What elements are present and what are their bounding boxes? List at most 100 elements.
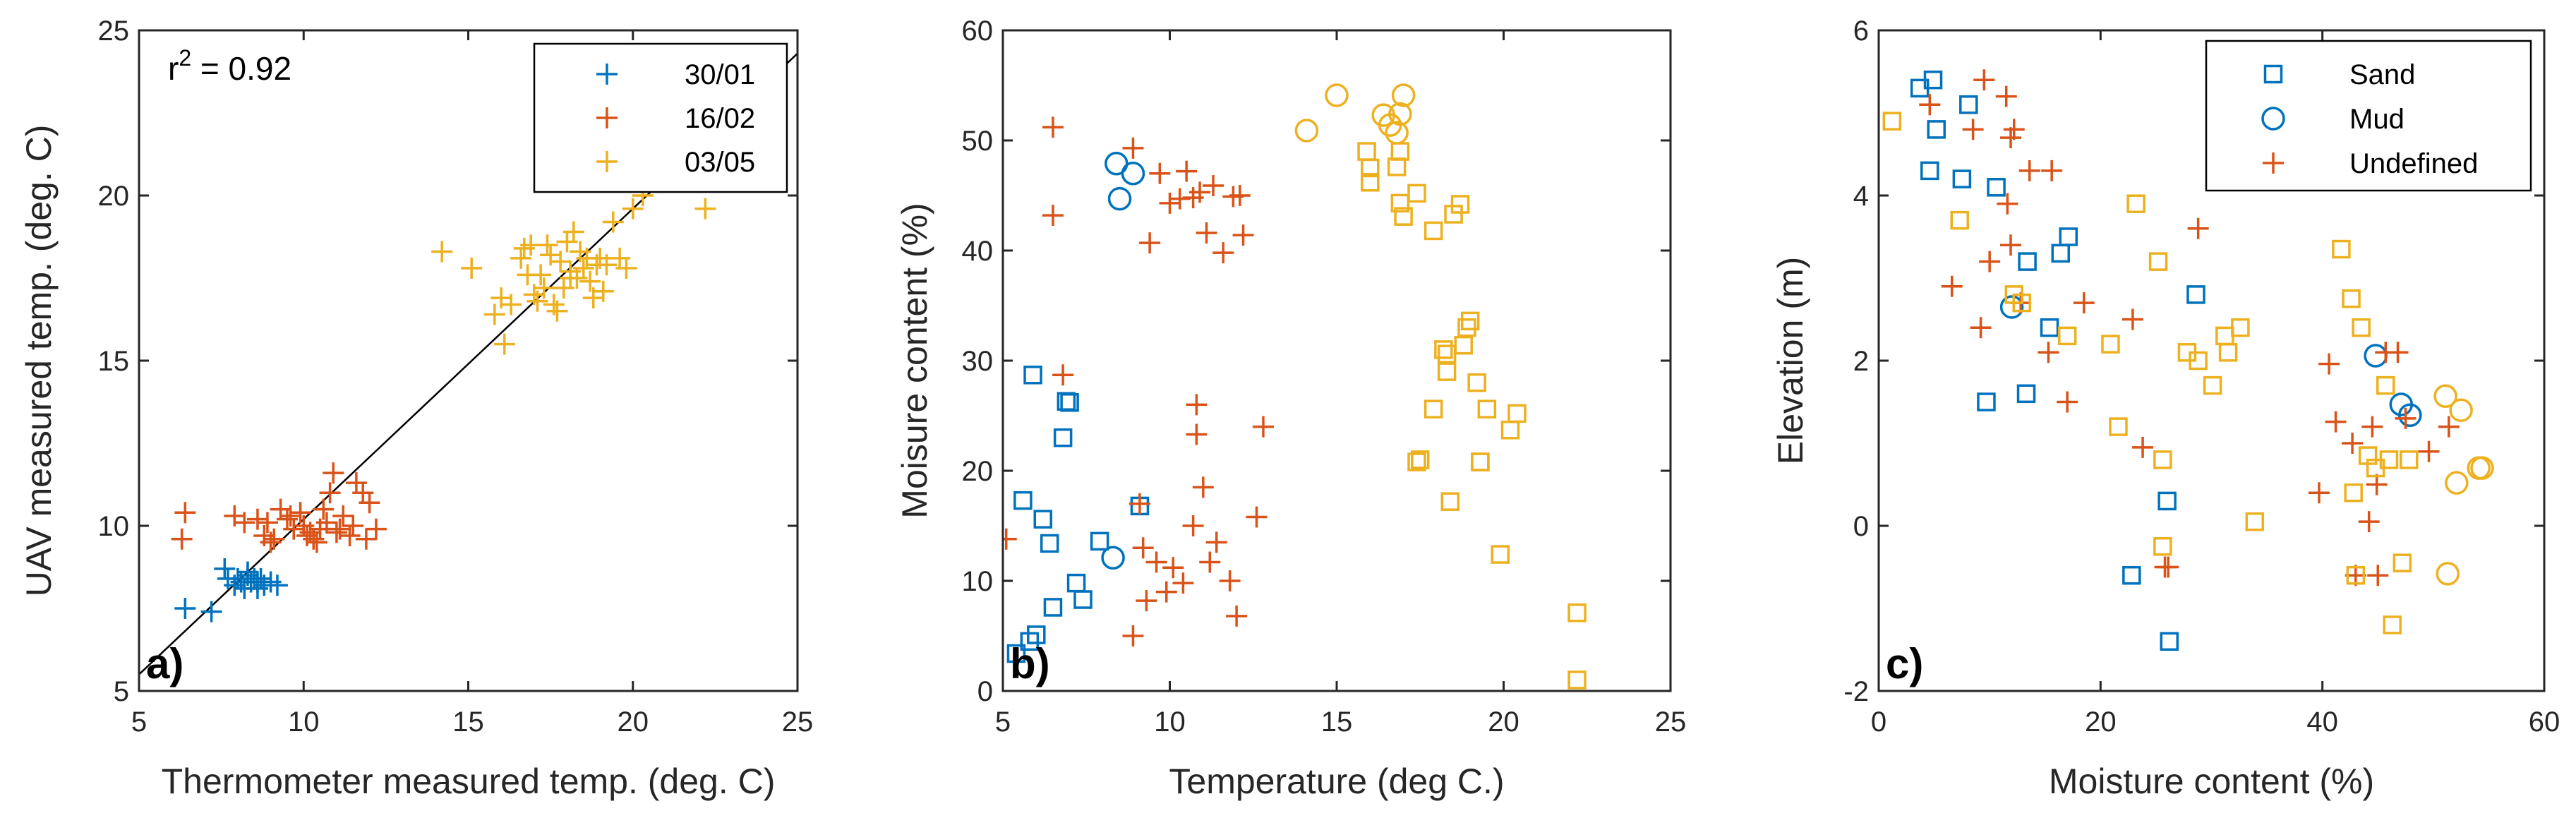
legend-marker-c-2 xyxy=(2263,152,2284,174)
data-point-a-2-39 xyxy=(592,280,614,302)
r-squared-exponent: 2 xyxy=(179,45,191,71)
data-point-c-4-0 xyxy=(2433,384,2457,409)
data-point-b-3-9 xyxy=(1434,340,1453,359)
data-point-b-4-6 xyxy=(1391,83,1416,107)
data-point-b-3-19 xyxy=(1477,399,1497,419)
data-point-a-1-0 xyxy=(171,528,193,550)
data-point-c-3-16 xyxy=(2231,318,2250,337)
y-tick-label-c-1: 0 xyxy=(1853,511,1869,542)
y-tick-label-b-4: 40 xyxy=(962,236,994,267)
data-point-c-3-1 xyxy=(1950,210,1969,230)
data-point-b-0-2 xyxy=(1027,625,1046,644)
data-point-c-2-22 xyxy=(2318,353,2340,375)
y-tick-label-a-0: 5 xyxy=(114,676,129,707)
data-point-c-2-2 xyxy=(1962,119,1984,140)
data-point-c-0-15 xyxy=(2157,491,2177,511)
data-point-a-2-2 xyxy=(483,303,505,325)
data-point-c-3-19 xyxy=(2342,289,2361,308)
data-point-b-2-25 xyxy=(1145,551,1167,573)
data-point-c-3-28 xyxy=(2400,450,2419,469)
data-point-a-0-16 xyxy=(236,561,258,583)
data-point-c-3-9 xyxy=(2153,450,2172,469)
data-point-c-2-27 xyxy=(2367,565,2389,587)
x-tick-label-b-0: 5 xyxy=(995,706,1011,738)
data-point-c-2-23 xyxy=(2325,411,2347,433)
data-point-b-2-18 xyxy=(1232,224,1254,246)
data-point-c-3-6 xyxy=(2109,417,2128,436)
data-point-c-2-18 xyxy=(2121,308,2143,330)
data-point-a-2-33 xyxy=(622,198,644,219)
data-point-b-1-2 xyxy=(1121,162,1145,186)
data-point-c-0-6 xyxy=(1987,178,2006,197)
data-point-c-2-13 xyxy=(2038,342,2059,363)
data-point-c-2-31 xyxy=(2438,416,2460,438)
data-point-c-3-14 xyxy=(2215,326,2234,346)
chart-panel-b: 5 10 15 20 25 0 10 20 30 40 50 60 Temperature (deg C… xyxy=(895,16,1686,801)
data-point-b-0-13 xyxy=(1006,644,1026,663)
data-point-a-2-10 xyxy=(526,290,548,312)
data-point-b-2-10 xyxy=(1176,160,1198,182)
y-tick-label-b-0: 0 xyxy=(977,676,993,707)
data-point-c-2-26 xyxy=(2361,416,2383,438)
plot-area-a xyxy=(139,52,798,675)
legend-label-c-1: Mud xyxy=(2349,104,2405,135)
x-tick-label-a-4: 25 xyxy=(782,706,814,738)
data-point-c-2-32 xyxy=(2375,342,2397,363)
series-b-1 xyxy=(1101,152,1145,570)
data-point-c-3-4 xyxy=(2057,326,2077,346)
data-point-c-2-20 xyxy=(2187,217,2209,239)
r-squared-value: = 0.92 xyxy=(191,50,291,87)
data-point-b-3-15 xyxy=(1457,318,1476,337)
data-point-c-0-11 xyxy=(2186,285,2205,304)
data-point-a-1-30 xyxy=(342,515,364,536)
data-point-b-2-7 xyxy=(1149,162,1171,184)
data-point-b-3-28 xyxy=(1567,670,1587,690)
data-point-a-1-29 xyxy=(329,518,351,540)
data-point-b-2-35 xyxy=(1132,537,1154,559)
data-point-b-3-26 xyxy=(1507,404,1527,423)
data-point-c-3-3 xyxy=(2012,293,2031,313)
data-point-c-3-12 xyxy=(2189,351,2208,371)
data-point-a-1-26 xyxy=(279,505,301,527)
data-point-c-3-0 xyxy=(1882,112,1902,131)
data-point-a-1-10 xyxy=(289,502,311,524)
x-tick-label-b-1: 10 xyxy=(1154,706,1186,738)
data-point-c-3-27 xyxy=(2344,483,2363,503)
data-point-b-2-20 xyxy=(1186,423,1208,445)
data-point-b-0-12 xyxy=(1020,632,1040,651)
data-point-c-4-5 xyxy=(2436,562,2460,586)
y-tick-label-a-3: 20 xyxy=(98,181,130,212)
data-point-b-0-5 xyxy=(1053,428,1073,447)
data-point-a-1-23 xyxy=(359,492,380,514)
data-point-a-0-0 xyxy=(174,598,196,619)
data-point-c-2-34 xyxy=(2366,474,2388,495)
data-point-a-0-2 xyxy=(214,558,236,579)
data-point-b-2-28 xyxy=(1172,572,1194,594)
data-point-c-2-9 xyxy=(1997,193,2018,215)
data-point-c-2-15 xyxy=(2057,391,2078,413)
data-point-b-0-7 xyxy=(1060,393,1079,412)
series-b-0 xyxy=(1006,366,1150,663)
data-point-b-3-27 xyxy=(1567,603,1587,622)
data-point-a-1-4 xyxy=(246,508,268,530)
data-point-a-2-15 xyxy=(546,300,568,322)
y-axis-label-a: UAV measured temp. (deg. C) xyxy=(19,125,59,597)
data-point-c-0-3 xyxy=(1927,120,1946,139)
data-point-b-2-3 xyxy=(1052,364,1074,386)
data-point-b-3-22 xyxy=(1440,492,1460,511)
data-point-c-0-8 xyxy=(2059,227,2078,246)
data-point-b-3-16 xyxy=(1460,311,1480,331)
data-point-c-3-15 xyxy=(2218,343,2238,362)
series-c-1 xyxy=(1999,295,2422,427)
axes-box-b xyxy=(1001,29,1672,692)
x-tick-label-b-2: 15 xyxy=(1321,706,1353,738)
x-tick-label-a-0: 5 xyxy=(131,706,147,738)
data-point-c-0-4 xyxy=(1952,169,1972,188)
data-point-b-3-12 xyxy=(1444,205,1463,224)
data-point-c-0-13 xyxy=(2016,384,2036,404)
data-point-b-2-27 xyxy=(1162,557,1184,579)
data-point-c-2-1 xyxy=(1941,275,1963,297)
data-point-b-2-24 xyxy=(1136,590,1157,612)
data-point-c-2-24 xyxy=(2342,433,2364,454)
